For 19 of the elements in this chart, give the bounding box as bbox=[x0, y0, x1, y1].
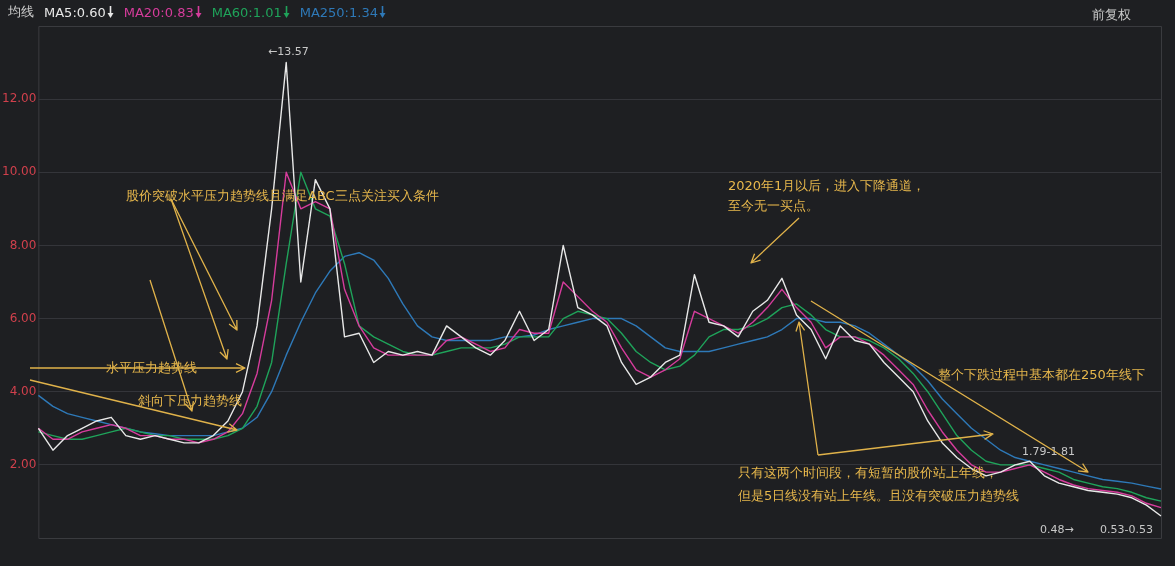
annotation: 至今无一买点。 bbox=[728, 198, 819, 214]
y-tick-label: 12.00 bbox=[1, 91, 37, 106]
y-tick-label: 8.00 bbox=[9, 237, 37, 252]
annotation: 0.53-0.53 bbox=[1100, 522, 1153, 536]
y-tick-label: 6.00 bbox=[9, 310, 37, 325]
y-tick-label: 10.00 bbox=[1, 164, 37, 179]
legend-label: MA20:0.83 bbox=[123, 4, 194, 20]
annotation: 但是5日线没有站上年线。且没有突破压力趋势线 bbox=[738, 488, 1020, 504]
legend-label: MA250:1.34 bbox=[299, 4, 378, 20]
annotation: ←13.57 bbox=[268, 44, 309, 58]
legend-title: 均线 bbox=[8, 3, 34, 21]
text: 前复权 bbox=[1092, 7, 1131, 23]
annotation: 2020年1月以后，进入下降通道， bbox=[728, 178, 926, 194]
annotation: 0.48→ bbox=[1040, 522, 1074, 536]
y-tick-label: 4.00 bbox=[9, 383, 37, 398]
legend-label: MA60:1.01 bbox=[211, 4, 282, 20]
annotation: 整个下跌过程中基本都在250年线下 bbox=[938, 367, 1145, 383]
legend-label: MA5:0.60 bbox=[44, 4, 106, 20]
y-tick-label: 2.00 bbox=[9, 456, 37, 471]
